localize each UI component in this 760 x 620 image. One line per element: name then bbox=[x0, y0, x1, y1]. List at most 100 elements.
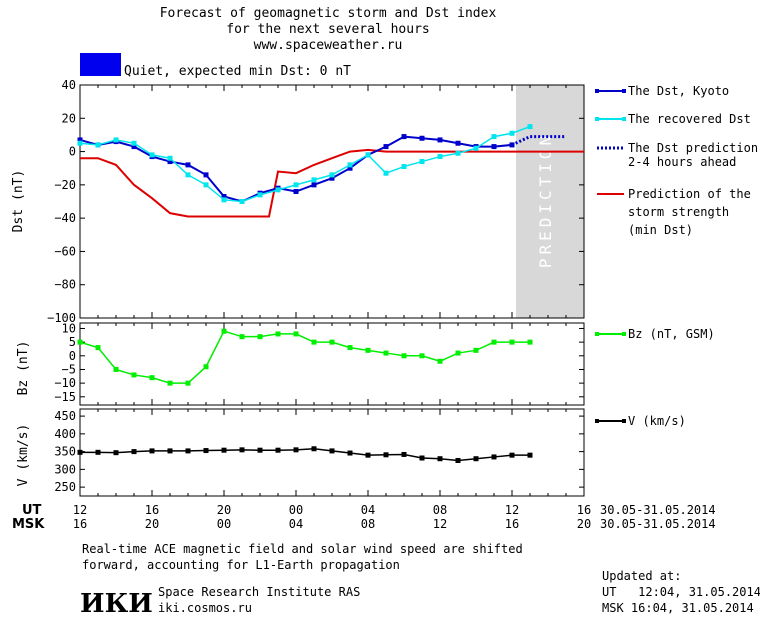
v-point bbox=[131, 449, 137, 455]
v-point bbox=[239, 447, 245, 453]
bz-point bbox=[239, 334, 245, 340]
v-point bbox=[437, 456, 443, 462]
bz-point bbox=[203, 364, 209, 370]
v-point bbox=[383, 452, 389, 458]
v-point bbox=[365, 452, 371, 458]
bz-point bbox=[113, 366, 119, 372]
footer: Real-time ACE magnetic field and solar w… bbox=[80, 542, 760, 619]
updated-label: Updated at: bbox=[602, 569, 681, 583]
msk-date-range: 30.05-31.05.2014 bbox=[600, 517, 716, 531]
dst-recovered-point bbox=[257, 192, 263, 198]
institute-url[interactable]: iki.cosmos.ru bbox=[158, 601, 252, 615]
bz-point bbox=[347, 345, 353, 351]
dst-ytick-label: 0 bbox=[69, 145, 76, 159]
dst-recovered-point bbox=[455, 150, 461, 156]
dst-ylabel: Dst (nT) bbox=[11, 170, 26, 233]
ut-tick-label: 12 bbox=[505, 503, 519, 517]
dst-recovered-point bbox=[221, 197, 227, 203]
v-point bbox=[203, 448, 209, 454]
time-axis: UT MSK 12161620200000040408081212161620 … bbox=[12, 503, 716, 532]
msk-tick-label: 16 bbox=[505, 517, 519, 531]
dst-kyoto-point bbox=[185, 162, 191, 168]
iki-logo: ИКИ bbox=[80, 589, 153, 619]
dst-kyoto-point bbox=[311, 182, 317, 188]
dst-recovered-point bbox=[383, 170, 389, 176]
v-panel: 450 400 350 300 250 V (km/s) V (km/s) bbox=[16, 408, 686, 497]
dst-recovered-point bbox=[77, 140, 83, 146]
bz-line bbox=[79, 330, 530, 384]
dst-kyoto-point bbox=[221, 194, 227, 200]
v-point bbox=[77, 449, 83, 455]
ut-tick-label: 04 bbox=[361, 503, 375, 517]
dst-ytick-label: −60 bbox=[54, 244, 76, 258]
v-point bbox=[293, 447, 299, 453]
bz-point bbox=[473, 347, 479, 353]
bz-ytick-label: −15 bbox=[54, 390, 76, 404]
v-point bbox=[509, 452, 515, 458]
bz-point bbox=[455, 350, 461, 356]
v-point bbox=[473, 456, 479, 462]
website-link[interactable]: www.spaceweather.ru bbox=[254, 38, 403, 53]
bz-ytick-label: 0 bbox=[69, 349, 76, 363]
dst-recovered-point bbox=[311, 177, 317, 183]
legend-bz-label: Bz (nT, GSM) bbox=[628, 327, 715, 341]
dst-kyoto-point bbox=[131, 144, 137, 150]
bz-point bbox=[149, 375, 155, 381]
bz-ytick-label: 5 bbox=[69, 335, 76, 349]
v-point bbox=[149, 448, 155, 454]
ut-tick-label: 00 bbox=[289, 503, 303, 517]
dst-recovered-point bbox=[131, 140, 137, 146]
bz-point bbox=[419, 353, 425, 359]
bz-ylabel: Bz (nT) bbox=[16, 341, 31, 396]
v-point bbox=[275, 447, 281, 453]
prediction-band bbox=[516, 85, 584, 318]
dst-kyoto-point bbox=[203, 172, 209, 178]
bz-point bbox=[383, 350, 389, 356]
bz-point bbox=[437, 358, 443, 364]
msk-tick-label: 20 bbox=[145, 517, 159, 531]
dst-recovered-point bbox=[509, 130, 515, 136]
dst-recovered-point bbox=[437, 154, 443, 160]
dst-ytick-label: −80 bbox=[54, 278, 76, 292]
v-ytick-label: 450 bbox=[54, 409, 76, 423]
bz-ytick-label: −5 bbox=[62, 362, 76, 376]
legend-dst-kyoto-label: The Dst, Kyoto bbox=[628, 84, 729, 98]
bz-point bbox=[167, 380, 173, 386]
legend-recovered-label: The recovered Dst bbox=[628, 112, 751, 126]
storm-strength-line bbox=[80, 148, 584, 218]
status-text: Quiet, expected min Dst: 0 nT bbox=[124, 64, 351, 79]
v-point bbox=[401, 451, 407, 457]
dst-recovered-point bbox=[95, 142, 101, 148]
legend-bz-marker bbox=[622, 332, 626, 336]
ut-date-range: 30.05-31.05.2014 bbox=[600, 503, 716, 517]
ut-axis-label: UT bbox=[22, 503, 42, 518]
v-point bbox=[95, 449, 101, 455]
dst-recovered-point bbox=[329, 172, 335, 178]
dst-legend: The Dst, Kyoto The recovered Dst The Dst… bbox=[595, 84, 758, 237]
v-ytick-label: 300 bbox=[54, 462, 76, 476]
bz-ytick-label: 10 bbox=[62, 321, 76, 335]
legend-v-label: V (km/s) bbox=[628, 414, 686, 428]
dst-kyoto-point bbox=[293, 189, 299, 195]
bz-ytick-label: −10 bbox=[54, 376, 76, 390]
v-point bbox=[419, 455, 425, 461]
bz-point bbox=[221, 328, 227, 334]
dst-recovered-point bbox=[365, 152, 371, 158]
bz-point bbox=[275, 331, 281, 337]
dst-recovered-point bbox=[491, 134, 497, 140]
prediction-label: PREDICTION bbox=[536, 132, 555, 268]
dst-kyoto-point bbox=[383, 144, 389, 150]
ut-tick-label: 20 bbox=[217, 503, 231, 517]
dst-kyoto-point bbox=[329, 175, 335, 181]
v-ytick-label: 400 bbox=[54, 427, 76, 441]
bz-point bbox=[365, 347, 371, 353]
dst-recovered-line bbox=[79, 125, 531, 203]
dst-recovered-point bbox=[203, 182, 209, 188]
updated-ut: UT 12:04, 31.05.2014 bbox=[602, 585, 760, 599]
msk-tick-label: 08 bbox=[361, 517, 375, 531]
msk-tick-label: 00 bbox=[217, 517, 231, 531]
institute-name: Space Research Institute RAS bbox=[158, 585, 360, 599]
v-ylabel: V (km/s) bbox=[16, 424, 31, 487]
dst-kyoto-point bbox=[347, 165, 353, 171]
